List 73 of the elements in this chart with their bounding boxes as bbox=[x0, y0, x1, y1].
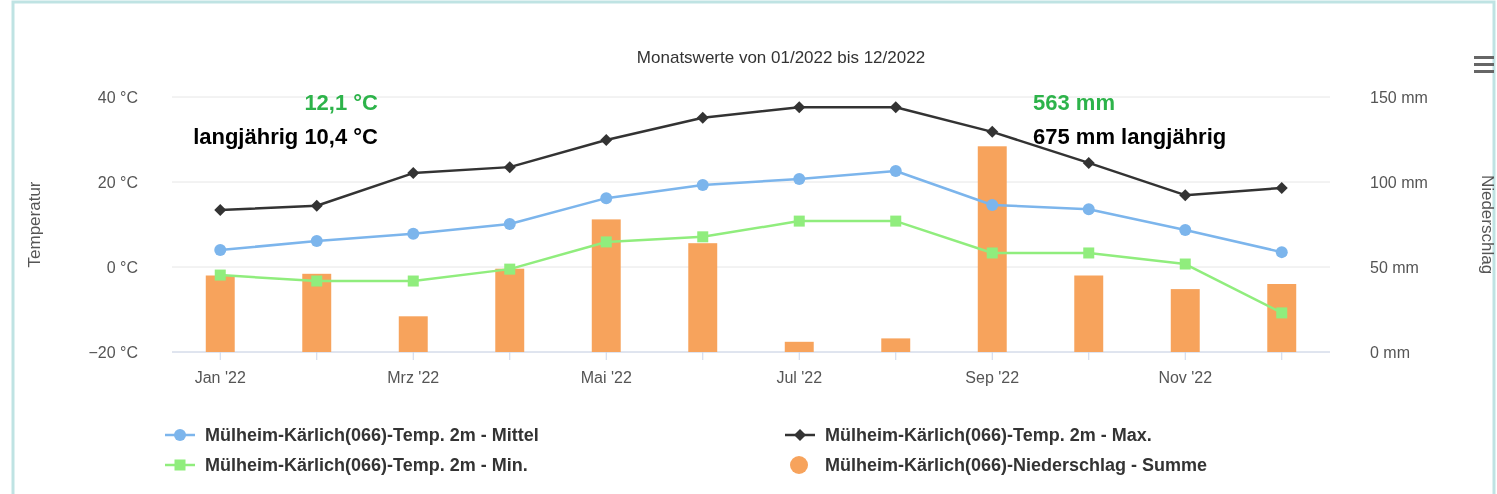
point bbox=[986, 198, 999, 211]
x-tick-label: Mrz '22 bbox=[387, 369, 440, 386]
bar bbox=[398, 316, 428, 352]
legend-label: Mülheim-Kärlich(066)-Temp. 2m - Min. bbox=[205, 455, 528, 475]
point bbox=[310, 235, 323, 248]
x-tick-label: Nov '22 bbox=[1158, 369, 1213, 386]
point bbox=[214, 204, 227, 217]
point bbox=[214, 269, 226, 281]
x-tick-label: Jul '22 bbox=[776, 369, 823, 386]
x-tick-label: Jan '22 bbox=[194, 369, 246, 386]
bar bbox=[1267, 284, 1297, 352]
bar bbox=[1170, 289, 1200, 352]
annotation: langjährig 10,4 °C bbox=[193, 124, 379, 149]
bar bbox=[591, 219, 621, 352]
annotation: 563 mm bbox=[1033, 90, 1115, 115]
annotation: 12,1 °C bbox=[304, 90, 379, 115]
point bbox=[310, 199, 323, 212]
point bbox=[793, 215, 805, 227]
point bbox=[1082, 203, 1095, 216]
point bbox=[889, 164, 902, 177]
y2-axis-title: Niederschlag bbox=[1478, 174, 1497, 275]
point bbox=[1276, 307, 1288, 319]
point bbox=[600, 236, 612, 248]
legend-label: Mülheim-Kärlich(066)-Niederschlag - Summe bbox=[825, 455, 1208, 475]
point bbox=[600, 133, 613, 146]
bar bbox=[688, 243, 718, 352]
x-tick-label: Sep '22 bbox=[965, 369, 1020, 386]
y-tick-label: 40 °C bbox=[97, 89, 138, 106]
point bbox=[986, 125, 999, 138]
legend-label: Mülheim-Kärlich(066)-Temp. 2m - Mittel bbox=[205, 425, 539, 445]
y-axis-title: Temperatur bbox=[25, 181, 44, 268]
bar bbox=[977, 146, 1007, 352]
annotation: 675 mm langjährig bbox=[1033, 124, 1227, 149]
point bbox=[696, 111, 709, 124]
point bbox=[407, 167, 420, 180]
bar bbox=[1074, 275, 1104, 352]
point bbox=[1179, 224, 1192, 237]
bar bbox=[302, 273, 332, 352]
point bbox=[1275, 246, 1288, 259]
point bbox=[890, 215, 902, 227]
point bbox=[889, 101, 902, 114]
point bbox=[696, 178, 709, 191]
y2-tick-label: 100 mm bbox=[1370, 174, 1428, 191]
y2-tick-label: 0 mm bbox=[1370, 344, 1410, 361]
point bbox=[1082, 156, 1095, 169]
bar bbox=[881, 338, 911, 352]
chart-title: Monatswerte von 01/2022 bis 12/2022 bbox=[636, 48, 926, 67]
y2-tick-label: 150 mm bbox=[1370, 89, 1428, 106]
y-tick-label: 20 °C bbox=[97, 174, 138, 191]
point bbox=[697, 231, 709, 243]
point bbox=[600, 192, 613, 205]
point bbox=[793, 101, 806, 114]
point bbox=[986, 247, 998, 259]
y-tick-label: 0 °C bbox=[106, 259, 138, 276]
point bbox=[311, 275, 323, 287]
bar bbox=[205, 275, 235, 352]
x-tick-label: Mai '22 bbox=[580, 369, 632, 386]
point bbox=[504, 263, 516, 275]
point bbox=[1179, 258, 1191, 270]
point bbox=[1179, 189, 1192, 202]
point bbox=[1275, 181, 1288, 194]
point bbox=[407, 227, 420, 240]
point bbox=[503, 161, 516, 174]
bar bbox=[784, 341, 814, 352]
legend-label: Mülheim-Kärlich(066)-Temp. 2m - Max. bbox=[825, 425, 1152, 445]
point bbox=[793, 173, 806, 186]
point bbox=[1083, 247, 1095, 259]
point bbox=[503, 218, 516, 231]
point bbox=[407, 275, 419, 287]
bar bbox=[495, 268, 525, 352]
point bbox=[214, 244, 227, 256]
y2-tick-label: 50 mm bbox=[1370, 259, 1419, 276]
y-tick-label: −20 °C bbox=[88, 344, 138, 361]
